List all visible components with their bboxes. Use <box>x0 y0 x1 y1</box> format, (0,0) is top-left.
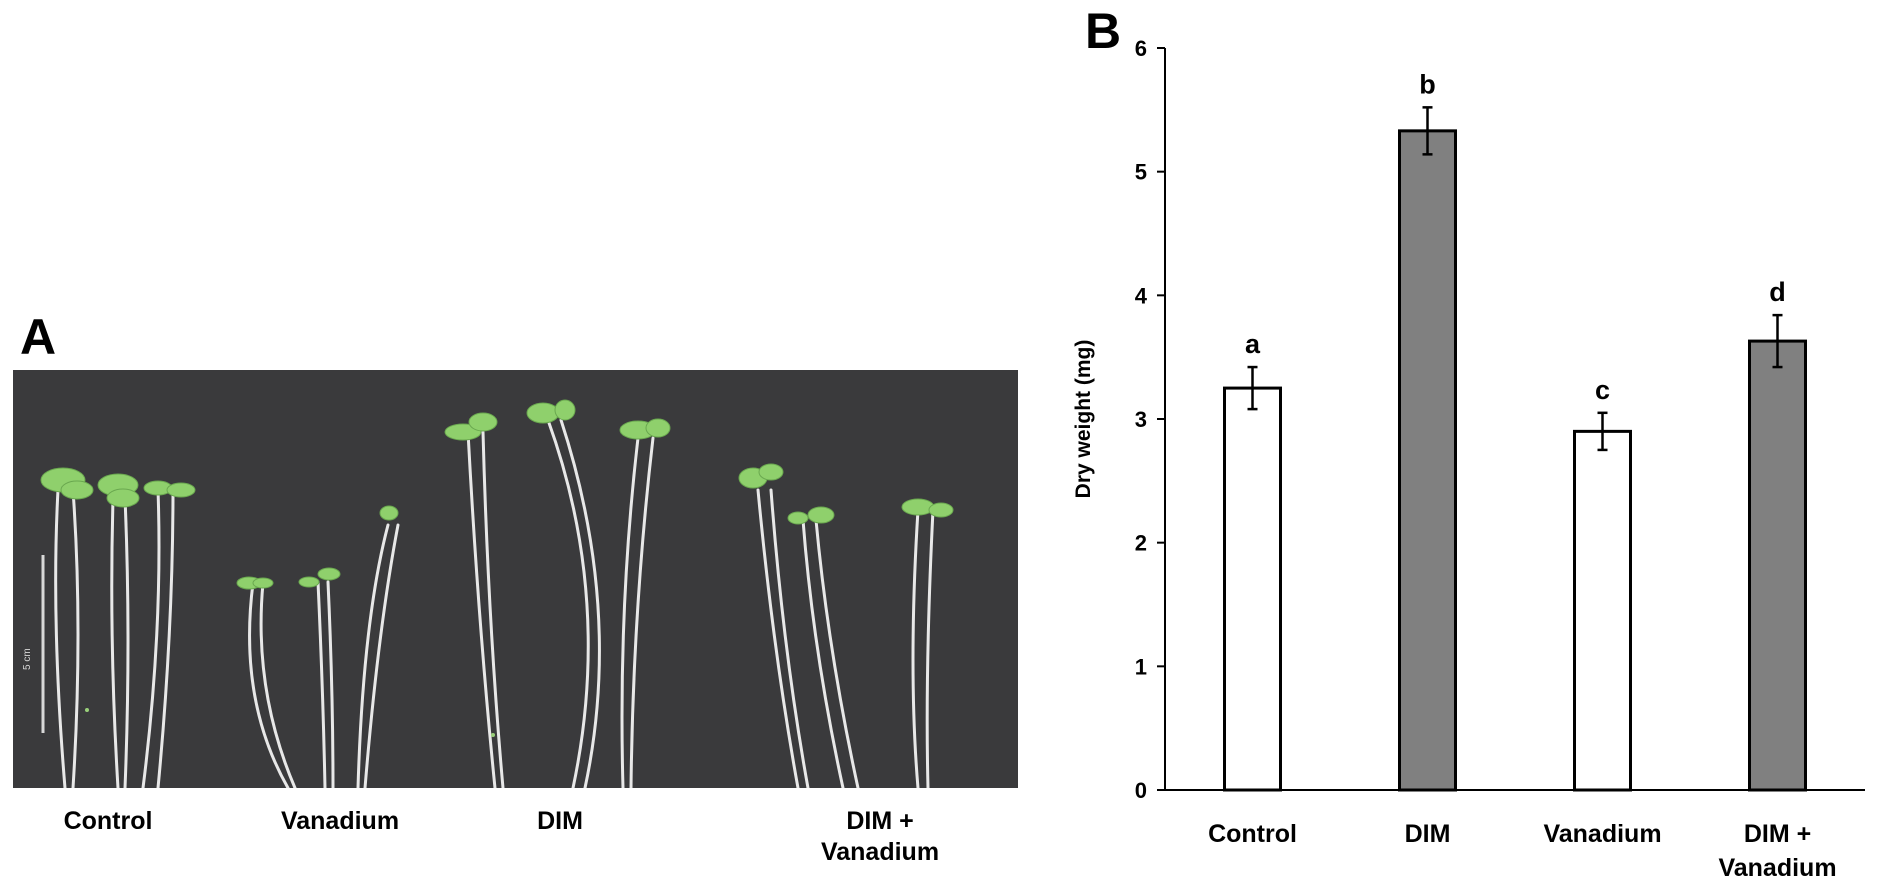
x-tick-label: DIM <box>1405 820 1451 848</box>
y-tick-label: 5 <box>1135 160 1147 185</box>
dry-weight-chart: 0 1 2 3 4 5 6 Dry weight (mg) a Control b DIM c Vanad… <box>1072 36 1865 882</box>
seedling-stems <box>54 418 935 788</box>
x-tick-label: DIM + <box>1744 820 1811 848</box>
x-tick-label: Vanadium <box>1543 820 1661 848</box>
y-tick-label: 2 <box>1135 531 1147 556</box>
bar <box>1748 339 1807 792</box>
y-tick-label: 4 <box>1135 283 1148 308</box>
seedling-leaves <box>40 399 954 590</box>
photo-label-control: Control <box>63 807 153 835</box>
seedling-photo: 5 cm <box>13 370 1018 788</box>
significance-letter: c <box>1595 375 1610 405</box>
photo-label-dim: DIM <box>537 807 583 835</box>
photo-label-vanadium: Vanadium <box>280 807 400 835</box>
y-axis-label: Dry weight (mg) <box>1072 340 1095 499</box>
significance-letter: b <box>1419 69 1436 99</box>
y-tick-label: 6 <box>1135 36 1147 61</box>
bar <box>1398 129 1457 792</box>
significance-letter: a <box>1245 329 1261 359</box>
y-tick-label: 1 <box>1135 654 1147 679</box>
x-tick-label: Vanadium <box>1718 854 1836 882</box>
significance-letter: d <box>1769 277 1786 307</box>
scale-bar-label: 5 cm <box>22 648 33 670</box>
panel-a-letter: A <box>20 309 57 365</box>
panel-b-letter: B <box>1085 3 1122 59</box>
photo-label-dim-vanadium: DIM + Vanadium <box>820 807 940 867</box>
y-tick-label: 0 <box>1135 778 1147 803</box>
x-tick-label: Control <box>1208 820 1297 848</box>
y-tick-label: 3 <box>1135 407 1147 432</box>
bar <box>1573 429 1632 792</box>
seedling-photo-drawing: 5 cm <box>22 399 954 788</box>
bar <box>1223 386 1282 792</box>
